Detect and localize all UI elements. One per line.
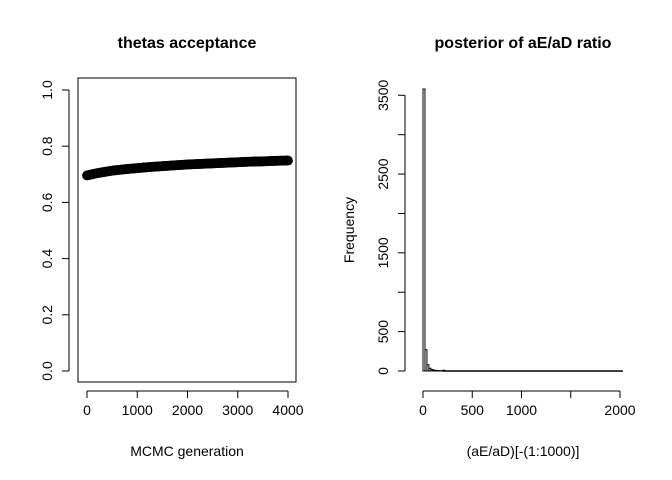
scatter-point-anchor [271,156,280,166]
right-x-tick-label: 2000 [604,402,635,418]
right-x-axis-label: (aE/aD)[-(1:1000)] [467,443,580,459]
histogram-bar [424,349,428,372]
right-y-tick-label: 500 [375,320,391,344]
scatter-point-anchor [158,161,167,171]
right-y-tick-label: 3500 [375,80,391,111]
scatter-point-anchor [220,158,230,167]
right-x-axis: 0 500 1000 2000 [419,390,636,418]
scatter-point-anchor [283,156,293,165]
right-panel: posterior of aE/aD ratio 0 500 1000 2000 0 5… [341,35,636,459]
right-x-tick-label: 0 [419,402,427,418]
left-x-tick-label: 4000 [272,402,303,418]
scatter-point-anchor [208,159,217,168]
left-x-axis: 0 1000 2000 3000 4000 [83,390,304,418]
scatter-point-anchor [183,160,192,169]
left-plot-frame [77,77,297,383]
left-y-tick-label: 0.0 [39,361,55,381]
scatter-point-anchor [170,161,180,170]
left-x-tick-label: 3000 [222,402,253,418]
left-scatter-points [82,155,293,181]
left-y-tick-label: 0.2 [39,305,55,325]
scatter-point-anchor [258,157,268,166]
left-x-tick-label: 0 [83,402,91,418]
right-y-axis: 0 500 1500 2500 3500 [375,80,406,375]
right-histogram-bars [422,88,623,372]
right-y-tick-label: 2500 [375,158,391,189]
right-y-tick-label: 1500 [375,237,391,268]
scatter-point-anchor [233,158,242,167]
scatter-point-anchor [145,162,155,172]
left-x-axis-label: MCMC generation [130,443,244,459]
scatter-point-anchor [195,159,205,169]
left-y-tick-label: 0.4 [39,249,55,269]
scatter-point-anchor [120,165,129,174]
right-chart-title: posterior of aE/aD ratio [435,35,612,52]
right-x-tick-label: 1000 [506,402,537,418]
scatter-point-anchor [246,157,255,166]
right-y-axis-label: Frequency [341,197,357,263]
left-y-axis: 0.0 0.2 0.4 0.6 0.8 1.0 [39,80,70,381]
scatter-point-anchor [133,163,142,173]
scatter-point-anchor [107,166,117,175]
histogram-bar [422,88,426,372]
left-x-tick-label: 1000 [122,402,153,418]
left-y-tick-label: 0.8 [39,136,55,156]
left-x-tick-label: 2000 [172,402,203,418]
right-y-tick-label: 0 [375,367,391,375]
left-panel: thetas acceptance 0 1000 2000 3000 4000 0.00… [39,35,304,459]
left-y-tick-label: 1.0 [39,80,55,100]
right-x-tick-label: 500 [461,402,485,418]
left-y-tick-label: 0.6 [39,192,55,212]
left-chart-title: thetas acceptance [118,35,257,52]
